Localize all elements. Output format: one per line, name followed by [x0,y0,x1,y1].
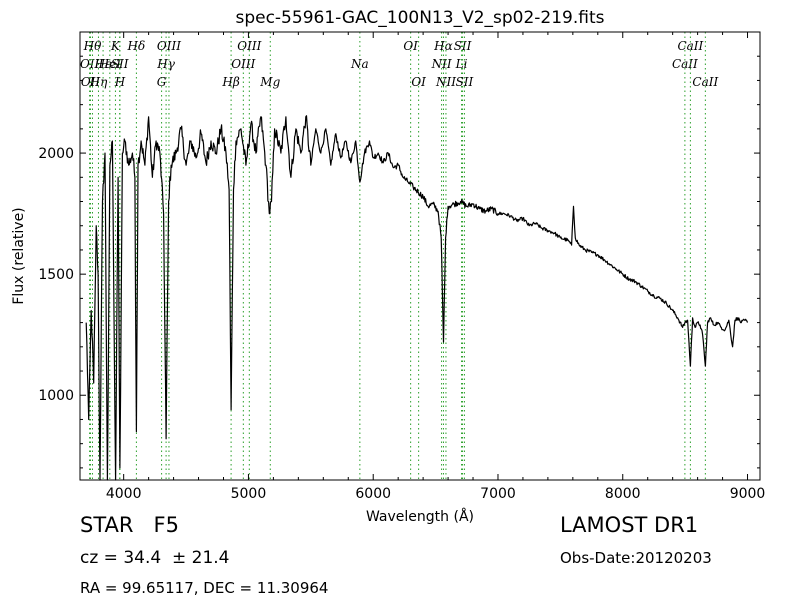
spectrum-line [85,115,749,481]
y-axis-label: Flux (relative) [11,207,27,304]
axis-layer: 4000 5000 6000 7000 8000 9000 1000 1500 2000 [38,32,765,502]
line-marker-label: OIII [157,39,181,53]
x-tick-label: 8000 [605,486,641,502]
line-marker-label: Hη [89,75,108,89]
line-marker-label: OI [411,75,426,89]
x-tick-label: 9000 [730,486,766,502]
line-marker-label: OIII [231,57,255,71]
line-marker-label: Hγ [156,57,175,71]
line-marker-layer: OIIOIIHθHηHεHeIKSIIHHδGHγOIIIHβOIIIOIIIM… [80,32,719,480]
line-marker-label: SII [456,75,474,89]
x-tick-label: 6000 [355,486,391,502]
line-marker-label: Hθ [83,39,102,53]
x-axis-label: Wavelength (Å) [366,508,474,525]
x-tick-label: 4000 [106,486,142,502]
line-marker-label: Hε [94,57,112,71]
line-marker-label: NII [435,75,456,89]
line-marker-label: Na [350,57,369,71]
x-tick-label: 7000 [480,486,516,502]
line-marker-label: OIII [237,39,261,53]
line-marker-label: Hα [433,39,453,53]
line-marker-label: OI [403,39,418,53]
line-marker-label: SII [454,39,472,53]
line-marker-label: Hδ [127,39,146,53]
line-marker-label: OII [81,75,101,89]
line-marker-label: Li [455,57,468,71]
plot-frame [79,31,761,481]
chart-title: spec-55961-GAC_100N13_V2_sp02-219.fits [235,8,604,28]
line-marker-label: H [114,75,126,89]
coordinates-label: RA = 99.65117, DEC = 11.30964 [80,579,329,597]
y-tick-label: 2000 [38,146,74,162]
line-marker-label: K [110,39,121,53]
line-marker-label: NII [431,57,452,71]
survey-label: LAMOST DR1 [560,513,699,537]
redshift-label: cz = 34.4 ± 21.4 [80,548,230,568]
line-marker-label: CaII [672,57,698,71]
object-type-label: STAR F5 [80,513,179,537]
y-tick-label: 1000 [38,388,74,404]
line-marker-label: CaII [692,75,718,89]
line-marker-label: Mg [259,75,280,89]
obs-date-label: Obs-Date:20120203 [560,549,712,567]
line-marker-label: Hβ [221,75,239,89]
y-tick-label: 1500 [38,267,74,283]
x-tick-label: 5000 [231,486,267,502]
line-marker-label: CaII [677,39,703,53]
line-marker-label: OII [80,57,100,71]
line-marker-label: G [157,75,167,89]
